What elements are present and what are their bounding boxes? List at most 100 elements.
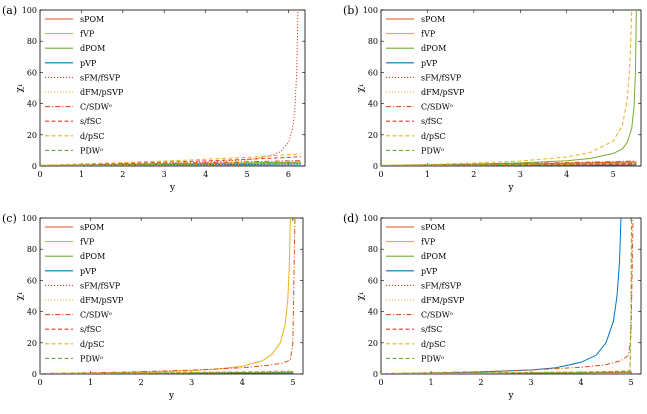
y-tick-label: 60 [368,276,378,285]
series-line [40,163,301,166]
x-axis-label: y [507,391,514,401]
x-tick-label: 4 [203,170,208,179]
legend-label: PDWᵒ [80,354,103,363]
plot-frame [39,217,304,375]
legend-label: sFM/fSVP [421,73,462,82]
y-tick-label: 0 [373,162,378,171]
y-tick-label: 40 [368,308,378,317]
legend-label: dPOM [80,252,105,261]
legend-label: s/fSC [421,117,442,126]
legend-label: pVP [421,267,438,276]
y-tick-label: 20 [368,131,378,140]
legend-label: sPOM [80,223,104,232]
legend-label: fVP [421,30,436,39]
plot-frame [380,217,642,375]
x-tick-label: 5 [244,170,249,179]
x-tick-label: 5 [290,378,295,387]
series-line [381,10,633,166]
chart-panel: (d) 0 1 2 3 4 5 0 20 40 60 80 100 y χ₁ sPOM fVP dPOM pVP sF… [343,212,642,401]
y-tick-label: 0 [373,370,378,379]
legend-label: sPOM [80,15,104,24]
y-axis-label: χ₁ [356,83,366,92]
y-tick-label: 80 [368,37,378,46]
series-line [40,218,291,374]
x-tick-label: 0 [378,170,383,179]
series-line [40,162,301,166]
x-tick-label: 1 [88,378,93,387]
legend-label: dPOM [421,44,446,53]
legend-label: s/fSC [80,117,101,126]
x-tick-label: 3 [518,170,523,179]
x-tick-label: 2 [478,378,483,387]
legend-label: pVP [421,59,438,68]
legend-label: d/pSC [421,340,446,349]
chart-panel: (a)0 1 2 3 4 5 6020406080100yχ₁sPOMfVPdPOMpVPs… [2,4,306,193]
y-tick-label: 80 [27,245,37,254]
panel-label: (b) [343,4,359,17]
series-line [381,162,637,166]
legend-label: dPOM [80,44,105,53]
panel-label: (d) [343,212,359,225]
legend-label: dFM/pSVP [421,88,465,97]
x-tick-label: 0 [378,378,383,387]
y-axis-label: χ₁ [15,291,25,300]
x-tick-label: 5 [611,170,616,179]
y-tick-label: 60 [27,68,37,77]
legend-label: C/SDWᵒ [80,103,112,112]
y-tick-label: 0 [32,370,37,379]
legend-label: C/SDWᵒ [421,311,453,320]
legend-label: PDWᵒ [421,354,444,363]
legend-label: sFM/fSVP [80,73,121,82]
legend-label: fVP [80,238,95,247]
x-tick-label: 6 [286,170,291,179]
y-tick-label: 40 [27,100,37,109]
x-tick-label: 3 [528,378,533,387]
legend-label: pVP [80,59,97,68]
legend-label: C/SDWᵒ [421,103,453,112]
legend-label: s/fSC [421,325,442,334]
legend-label: PDWᵒ [80,146,103,155]
legend-label: dFM/pSVP [421,296,465,305]
x-tick-label: 2 [120,170,125,179]
x-tick-label: 1 [428,378,433,387]
legend-label: d/pSC [80,340,105,349]
y-tick-label: 0 [32,162,37,171]
y-tick-label: 40 [27,308,37,317]
series-line [40,372,293,374]
y-tick-label: 20 [27,339,37,348]
series-line [381,160,637,166]
chart-panel: (b) 0 1 2 3 4 5 0 20 40 60 80 100 y χ₁ sPOM fVP dPOM pVP sF… [343,4,642,193]
series-line [40,10,299,166]
y-tick-label: 80 [27,37,37,46]
x-tick-label: 0 [37,378,42,387]
x-tick-label: 4 [240,378,245,387]
legend-label: fVP [421,238,436,247]
legend-label: d/pSC [421,132,446,141]
x-tick-label: 3 [162,170,167,179]
x-axis-label: y [507,183,514,193]
y-tick-label: 100 [22,214,37,223]
y-tick-label: 100 [22,6,37,15]
legend-label: sPOM [421,15,445,24]
x-tick-label: 1 [79,170,84,179]
series-line [40,370,293,374]
x-axis-label: y [169,183,176,193]
legend-label: sFM/fSVP [80,281,121,290]
legend-label: dFM/pSVP [80,88,124,97]
y-tick-label: 100 [363,6,378,15]
legend-label: PDWᵒ [421,146,444,155]
y-tick-label: 20 [27,131,37,140]
series-line [40,156,301,166]
x-tick-label: 0 [37,170,42,179]
chart-panel: (c) 0 1 2 3 4 5 0 20 40 60 80 100 y χ₁ sPOM fVP dPOM pVP sF… [2,212,304,401]
legend-label: fVP [80,30,95,39]
x-tick-label: 4 [564,170,569,179]
legend-label: sPOM [421,223,445,232]
y-tick-label: 40 [368,100,378,109]
panel-label: (a) [2,4,17,17]
x-tick-label: 5 [628,378,633,387]
legend-label: s/fSC [80,325,101,334]
series-line [381,218,622,374]
